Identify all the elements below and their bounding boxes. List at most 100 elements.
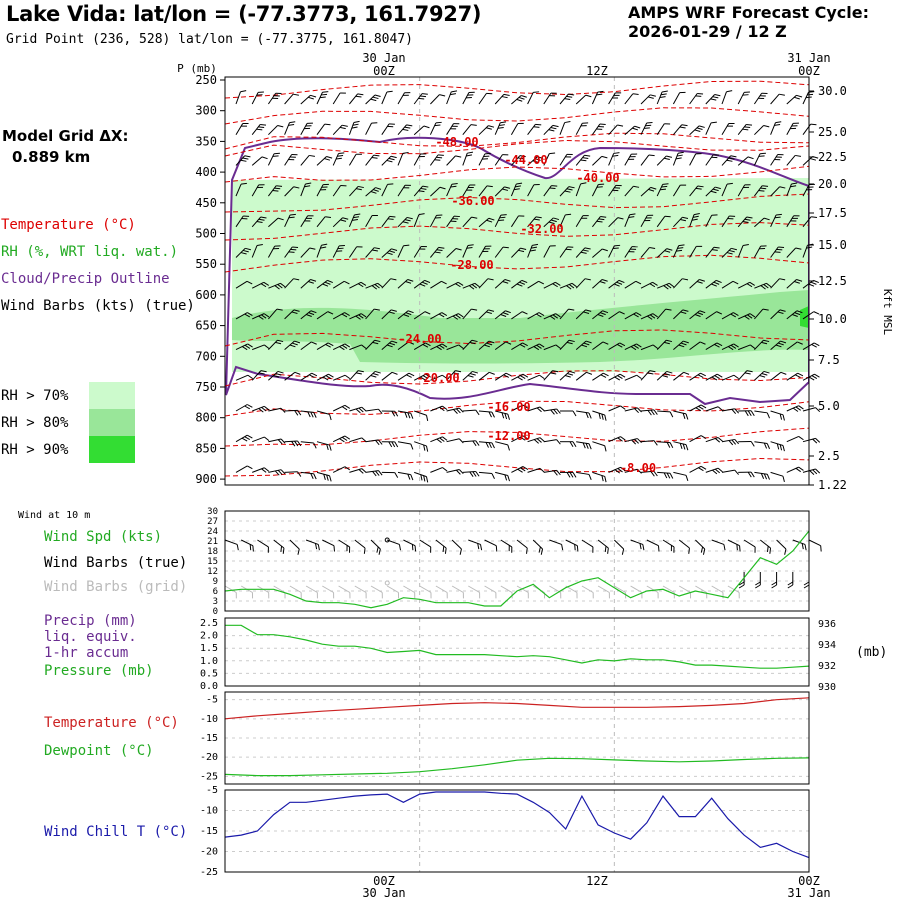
barb-flag xyxy=(798,466,804,471)
wind-barb xyxy=(786,247,802,258)
barb-staff xyxy=(446,281,459,289)
barb-flag xyxy=(466,189,473,191)
wind-barb xyxy=(300,247,316,258)
barb-staff xyxy=(478,217,490,228)
barb-flag xyxy=(408,372,415,377)
barb-staff xyxy=(591,123,601,135)
wind-barb xyxy=(786,94,803,105)
barb-flag xyxy=(422,185,429,188)
wind-barb xyxy=(413,125,430,136)
barb-flag xyxy=(361,437,367,443)
barb-flag xyxy=(629,213,636,216)
wind-barb xyxy=(284,471,302,477)
barb-flag xyxy=(712,469,718,475)
barb-flag xyxy=(405,184,411,186)
barb-flag xyxy=(766,282,772,288)
temperature-line xyxy=(224,697,810,720)
page-title: Lake Vida: lat/lon = (-77.3773, 161.7927… xyxy=(6,2,482,26)
bottom-time-2: 12Z xyxy=(586,874,608,888)
legend-rh70-swatch xyxy=(89,382,135,409)
barb-flag xyxy=(602,341,609,345)
barb-staff xyxy=(721,438,735,443)
surface-wind-barb-grid xyxy=(257,585,270,599)
barb-flag xyxy=(778,246,785,248)
barb-flag xyxy=(685,444,689,451)
legend-temperature: Temperature (°C) xyxy=(1,217,136,233)
wind-barb xyxy=(511,373,529,381)
barb-staff xyxy=(575,94,587,105)
barb-staff xyxy=(786,405,799,412)
barb-staff xyxy=(770,340,781,350)
barb-flag xyxy=(743,186,750,188)
barb-flag xyxy=(549,187,556,190)
barb-flag xyxy=(430,592,432,599)
wind-barb xyxy=(592,471,607,483)
barb-flag xyxy=(679,443,683,449)
barb-staff xyxy=(640,122,648,135)
barb-flag xyxy=(812,438,818,444)
barb-staff xyxy=(430,186,441,197)
wind-barb xyxy=(300,410,317,418)
barb-staff xyxy=(381,309,392,320)
wind-barb xyxy=(753,92,768,105)
wind-barb xyxy=(381,471,399,478)
barb-flag xyxy=(533,91,540,93)
barb-flag xyxy=(666,370,673,374)
barb-staff xyxy=(640,370,651,381)
barb-staff xyxy=(397,92,405,105)
wind-barb xyxy=(560,441,577,447)
wind-barb xyxy=(721,469,740,475)
legend-rh90-label: RH > 90% xyxy=(1,442,69,458)
wind-barb xyxy=(592,216,607,228)
barb-flag xyxy=(618,279,625,284)
barb-staff xyxy=(316,342,329,351)
barb-flag xyxy=(405,281,412,284)
surface-wind-barb-true xyxy=(305,539,320,551)
barb-flag xyxy=(717,467,723,473)
surface-wind-barb-true xyxy=(500,539,513,553)
surface-wind-barb-grid xyxy=(403,585,416,599)
surface-wind-barb-true xyxy=(289,539,300,555)
barb-staff xyxy=(786,310,798,320)
barb-staff xyxy=(322,539,335,547)
barb-flag xyxy=(486,219,493,223)
surface-wind-barb-true xyxy=(338,539,351,553)
wind-barb xyxy=(284,440,302,447)
barb-flag xyxy=(700,372,706,377)
barb-staff xyxy=(608,92,616,105)
barb-flag xyxy=(374,308,380,311)
barb-staff xyxy=(300,341,312,351)
wind-barb xyxy=(300,471,317,480)
barb-flag xyxy=(317,544,320,551)
wind-barb xyxy=(446,155,462,166)
wind-barb xyxy=(753,152,766,166)
wind-barb xyxy=(430,94,446,105)
wind-barb xyxy=(543,152,556,166)
isotherm-label: -48.00 xyxy=(435,135,478,149)
barb-staff xyxy=(413,185,423,197)
barb-flag xyxy=(336,250,343,252)
barb-flag xyxy=(782,414,785,421)
barb-flag xyxy=(697,92,704,95)
barb-flag xyxy=(760,187,767,190)
barb-staff xyxy=(581,585,594,593)
barb-flag xyxy=(614,469,621,474)
barb-flag xyxy=(322,283,329,287)
barb-staff xyxy=(446,370,456,381)
barb-flag xyxy=(761,92,768,95)
barb-flag xyxy=(450,128,457,130)
surface-wind-barb-true xyxy=(419,539,432,553)
barb-staff xyxy=(284,371,296,381)
barb-flag xyxy=(444,547,447,554)
barb-flag xyxy=(583,311,590,314)
wind-barb xyxy=(446,90,458,105)
panel2-y-tick: 27 xyxy=(207,517,218,527)
barb-staff xyxy=(689,341,701,351)
barb-staff xyxy=(624,374,637,381)
barb-flag xyxy=(508,545,510,552)
wind-barb xyxy=(559,308,575,320)
barb-staff xyxy=(257,539,269,548)
barb-flag xyxy=(613,152,620,154)
pressure-tick-label: 600 xyxy=(195,288,217,302)
wind-barb xyxy=(673,441,689,451)
